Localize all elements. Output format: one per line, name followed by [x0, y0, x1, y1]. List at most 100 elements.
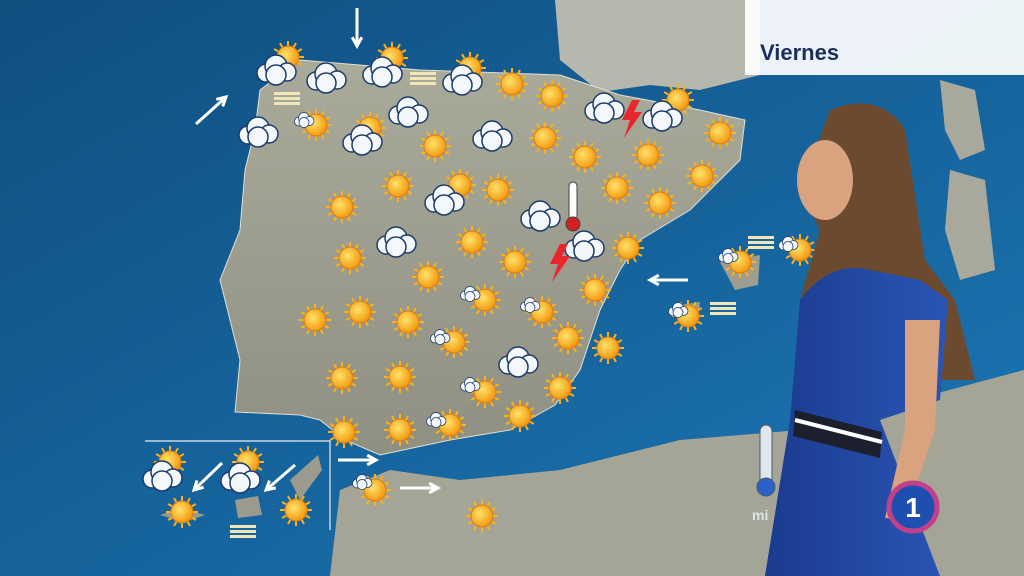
sun-ray	[379, 119, 385, 124]
sun-disc	[503, 250, 527, 274]
sun-ray	[692, 325, 697, 331]
sun-ray	[502, 175, 507, 181]
sun-icon	[612, 232, 644, 264]
sun-ray	[454, 410, 459, 416]
sun-ray	[327, 382, 333, 387]
cloud-icon	[424, 184, 465, 216]
sun-icon	[299, 304, 331, 336]
cloud-icon	[426, 412, 447, 428]
sun-icon	[544, 372, 576, 404]
sun-ray	[791, 259, 796, 265]
sun-ray	[287, 495, 292, 501]
sun-ray	[335, 417, 340, 423]
sun-ray	[364, 321, 369, 327]
sun-ray	[191, 503, 197, 508]
sun-ray	[273, 48, 279, 53]
weather-icons	[142, 8, 816, 538]
sun-ray	[645, 207, 651, 212]
sun-ray	[464, 194, 469, 200]
sun-ray	[305, 514, 311, 519]
cloud-puff	[265, 64, 287, 86]
sun-ray	[470, 304, 476, 309]
sun-ray	[494, 383, 500, 388]
sun-ray	[651, 188, 656, 194]
sun-ray	[351, 382, 357, 387]
sun-ray	[351, 211, 357, 216]
sun-icon	[328, 416, 360, 448]
sun-ray	[444, 150, 450, 155]
sun-ray	[420, 137, 426, 142]
sun-ray	[537, 100, 543, 105]
sun-ray	[324, 311, 330, 316]
fog-bar	[410, 72, 436, 75]
sun-ray	[657, 159, 663, 164]
cloud-puff	[573, 240, 595, 262]
sun-ray	[346, 387, 351, 393]
sun-ray	[287, 519, 292, 525]
sun-ray	[527, 316, 533, 321]
cloud-icon	[388, 96, 429, 128]
sun-ray	[561, 87, 567, 92]
sun-ray	[608, 173, 613, 179]
sun-ray	[439, 155, 444, 161]
sun-ray	[319, 305, 324, 311]
sun-ray	[749, 253, 755, 258]
sun-ray	[360, 494, 366, 499]
sun-ray	[335, 249, 341, 254]
sun-ray	[359, 249, 365, 254]
sun-ray	[292, 42, 297, 48]
wind-arrow	[194, 94, 229, 126]
sun-ray	[402, 171, 407, 177]
sun-ray	[521, 88, 527, 93]
sun-ray	[191, 516, 197, 521]
sun-ray	[506, 247, 511, 253]
fog-bar	[274, 92, 300, 95]
sun-ray	[445, 176, 451, 181]
sun-ray	[451, 170, 456, 176]
sun-ray	[626, 192, 632, 197]
sun-ray	[511, 401, 516, 407]
sun-disc	[540, 84, 564, 108]
sun-ray	[459, 429, 465, 434]
sun-ray	[379, 499, 384, 505]
sun-ray	[577, 329, 583, 334]
sun-ray	[306, 329, 311, 335]
fog-bar	[748, 246, 774, 249]
sun-ray	[441, 434, 446, 440]
sun-ray	[551, 373, 556, 379]
sun-ray	[711, 180, 717, 185]
sun-ray	[632, 257, 637, 263]
sun-ray	[409, 368, 415, 373]
sun-ray	[399, 307, 404, 313]
cloud-puff	[434, 334, 446, 345]
sun-ray	[711, 167, 717, 172]
sun-ray	[483, 181, 489, 186]
sun-ray	[384, 481, 390, 486]
sun-ray	[333, 216, 338, 222]
sun-ray	[617, 339, 623, 344]
sun-ray	[556, 81, 561, 87]
sun-ray	[705, 137, 711, 142]
sun-ray	[586, 299, 591, 305]
sun-ray	[329, 436, 335, 441]
sun-icon	[382, 170, 414, 202]
fog-bar	[710, 312, 736, 315]
fog-bar	[710, 302, 736, 305]
sun-ray	[401, 62, 407, 67]
fog-bar	[274, 102, 300, 105]
sun-ray	[804, 259, 809, 265]
sun-ray	[186, 521, 191, 527]
sun-icon	[326, 362, 358, 394]
sun-ray	[580, 294, 586, 299]
sun-ray	[633, 146, 639, 151]
sun-icon	[384, 361, 416, 393]
sun-ray	[320, 110, 325, 116]
sun-ray	[687, 91, 693, 96]
sun-ray	[546, 297, 551, 303]
sun-disc	[708, 121, 732, 145]
arrow-shaft	[194, 95, 228, 126]
sun-ray	[521, 75, 527, 80]
sun-ray	[577, 342, 583, 347]
sun-ray	[536, 123, 541, 129]
